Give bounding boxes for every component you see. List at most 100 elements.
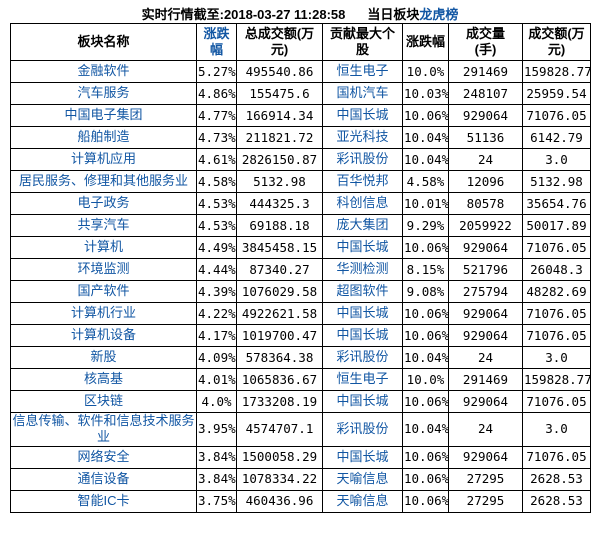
stock-link[interactable]: 亚光科技	[322, 126, 403, 149]
turnover-header: 成交额(万 元)	[522, 23, 591, 61]
stock-turnover: 50017.89	[522, 214, 591, 237]
sector-turnover: 87340.27	[236, 258, 323, 281]
table-row: 区块链 4.0% 1733208.19 中国长城 10.06% 929064 71076.0…	[10, 390, 591, 413]
stock-link[interactable]: 国机汽车	[322, 82, 403, 105]
table-row: 船舶制造 4.73% 211821.72 亚光科技 10.04% 51136 6142.79	[10, 126, 591, 149]
stock-turnover: 5132.98	[522, 170, 591, 193]
stock-link[interactable]: 天喻信息	[322, 467, 403, 491]
sector-link[interactable]: 通信设备	[10, 467, 197, 491]
table-row: 智能IC卡 3.75% 460436.96 天喻信息 10.06% 27295 2628.5…	[10, 489, 591, 513]
sector-turnover: 2826150.87	[236, 148, 323, 171]
stock-link[interactable]: 庞大集团	[322, 214, 403, 237]
stock-link[interactable]: 恒生电子	[322, 60, 403, 83]
sector-link[interactable]: 中国电子集团	[10, 104, 197, 127]
stock-volume: 929064	[448, 104, 523, 127]
stock-change-pct: 10.03%	[402, 82, 449, 105]
stock-volume: 275794	[448, 280, 523, 303]
stock-change-pct: 10.06%	[402, 390, 449, 413]
sector-turnover: 1019700.47	[236, 324, 323, 347]
sector-link[interactable]: 金融软件	[10, 60, 197, 83]
sector-change-pct: 4.44%	[196, 258, 237, 281]
sector-change-pct: 4.01%	[196, 368, 237, 391]
stock-link[interactable]: 彩讯股份	[322, 148, 403, 171]
sector-link[interactable]: 计算机设备	[10, 324, 197, 347]
sector-turnover: 1065836.67	[236, 368, 323, 391]
table-row: 计算机应用 4.61% 2826150.87 彩讯股份 10.04% 24 3.0	[10, 148, 591, 171]
stock-link[interactable]: 天喻信息	[322, 489, 403, 513]
stock-volume: 929064	[448, 324, 523, 347]
stock-volume: 24	[448, 412, 523, 447]
stock-change-pct: 10.04%	[402, 346, 449, 369]
stock-change-pct: 10.06%	[402, 467, 449, 491]
sector-turnover: 155475.6	[236, 82, 323, 105]
sector-link[interactable]: 计算机应用	[10, 148, 197, 171]
sector-link[interactable]: 共享汽车	[10, 214, 197, 237]
top-stock-header: 贡献最大个 股	[322, 23, 403, 61]
sector-link[interactable]: 居民服务、修理和其他服务业	[10, 170, 197, 193]
sector-leaderboard-table: 板块名称 涨跌 幅总成交额(万 元) 贡献最大个 股涨跌幅 成交量 (手) 成交额(万 …	[10, 23, 591, 513]
stock-change-pct: 10.0%	[402, 60, 449, 83]
sector-link[interactable]: 环境监测	[10, 258, 197, 281]
stock-link[interactable]: 百华悦邦	[322, 170, 403, 193]
table-row: 金融软件 5.27% 495540.86 恒生电子 10.0% 291469 159828.…	[10, 60, 591, 83]
sector-link[interactable]: 核高基	[10, 368, 197, 391]
sector-link[interactable]: 智能IC卡	[10, 489, 197, 513]
sector-link[interactable]: 信息传输、软件和信息技术服务业	[10, 412, 197, 447]
sector-change-pct: 3.84%	[196, 467, 237, 491]
stock-turnover: 26048.3	[522, 258, 591, 281]
stock-volume: 24	[448, 148, 523, 171]
stock-volume: 929064	[448, 302, 523, 325]
total-turnover-header: 总成交额(万 元)	[236, 23, 323, 61]
dragon-tiger-list-link[interactable]: 龙虎榜	[419, 7, 459, 22]
table-row: 计算机设备 4.17% 1019700.47 中国长城 10.06% 929064 7107…	[10, 324, 591, 347]
quote-time-label: 实时行情截至:	[141, 7, 224, 22]
stock-link[interactable]: 华测检测	[322, 258, 403, 281]
table-row: 网络安全 3.84% 1500058.29 中国长城 10.06% 929064 71076…	[10, 445, 591, 469]
sector-turnover: 578364.38	[236, 346, 323, 369]
sector-change-pct: 4.17%	[196, 324, 237, 347]
sector-change-pct: 4.22%	[196, 302, 237, 325]
stock-change-pct: 10.06%	[402, 302, 449, 325]
volume-header: 成交量 (手)	[448, 23, 523, 61]
stock-link[interactable]: 科创信息	[322, 192, 403, 215]
stock-change-pct: 9.08%	[402, 280, 449, 303]
sector-link[interactable]: 区块链	[10, 390, 197, 413]
stock-link[interactable]: 彩讯股份	[322, 346, 403, 369]
sector-name-header: 板块名称	[10, 23, 197, 61]
sector-link[interactable]: 计算机行业	[10, 302, 197, 325]
stock-link[interactable]: 中国长城	[322, 236, 403, 259]
stock-link[interactable]: 彩讯股份	[322, 412, 403, 447]
stock-change-pct: 10.04%	[402, 148, 449, 171]
sector-turnover: 3845458.15	[236, 236, 323, 259]
sector-change-pct: 4.86%	[196, 82, 237, 105]
stock-change-pct: 10.04%	[402, 412, 449, 447]
stock-turnover: 71076.05	[522, 104, 591, 127]
stock-link[interactable]: 中国长城	[322, 302, 403, 325]
sector-change-pct: 4.49%	[196, 236, 237, 259]
sector-turnover: 1078334.22	[236, 467, 323, 491]
stock-change-pct: 10.06%	[402, 104, 449, 127]
stock-link[interactable]: 中国长城	[322, 324, 403, 347]
stock-link[interactable]: 恒生电子	[322, 368, 403, 391]
sector-link[interactable]: 汽车服务	[10, 82, 197, 105]
sector-link[interactable]: 电子政务	[10, 192, 197, 215]
sector-link[interactable]: 新股	[10, 346, 197, 369]
table-row: 新股 4.09% 578364.38 彩讯股份 10.04% 24 3.0	[10, 346, 591, 369]
sector-change-pct: 4.53%	[196, 214, 237, 237]
sector-link[interactable]: 国产软件	[10, 280, 197, 303]
board-prefix-label: 当日板块	[367, 7, 420, 22]
stock-link[interactable]: 中国长城	[322, 445, 403, 469]
stock-turnover: 2628.53	[522, 467, 591, 491]
stock-volume: 27295	[448, 489, 523, 513]
stock-turnover: 2628.53	[522, 489, 591, 513]
stock-turnover: 48282.69	[522, 280, 591, 303]
stock-link[interactable]: 超图软件	[322, 280, 403, 303]
sector-link[interactable]: 计算机	[10, 236, 197, 259]
sector-change-pct: 4.58%	[196, 170, 237, 193]
stock-link[interactable]: 中国长城	[322, 390, 403, 413]
sector-change-header[interactable]: 涨跌 幅	[196, 23, 237, 61]
sector-link[interactable]: 网络安全	[10, 445, 197, 469]
stock-link[interactable]: 中国长城	[322, 104, 403, 127]
sector-change-pct: 3.95%	[196, 412, 237, 447]
sector-link[interactable]: 船舶制造	[10, 126, 197, 149]
